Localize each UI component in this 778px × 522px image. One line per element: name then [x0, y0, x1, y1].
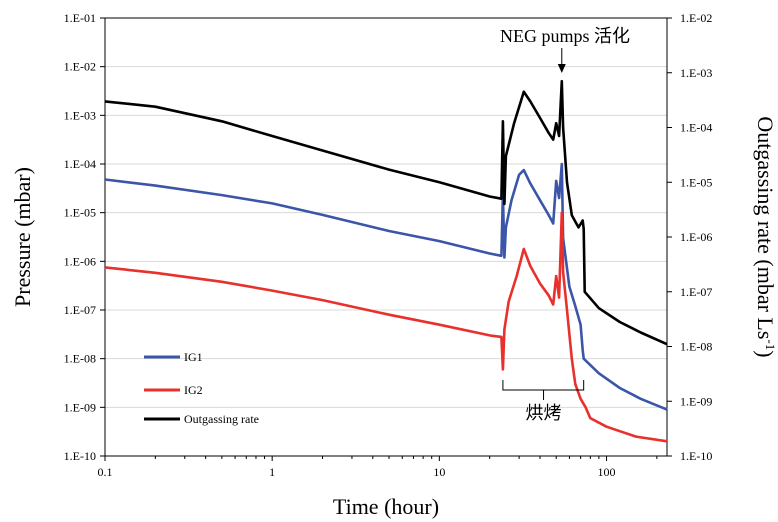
- y-left-tick-label: 1.E-06: [64, 254, 96, 268]
- y-right-tick-label: 1.E-02: [680, 11, 712, 25]
- y-left-tick-label: 1.E-05: [64, 206, 96, 220]
- right-axis-title-sup: -1: [763, 339, 778, 350]
- tick-marks: [100, 17, 672, 461]
- y-left-tick-label: 1.E-07: [64, 303, 96, 317]
- neg-pumps-label: NEG pumps 活化: [500, 26, 630, 46]
- y-left-tick-label: 1.E-09: [64, 400, 96, 414]
- series-ig2: [104, 211, 668, 443]
- bake-label: 烘烤: [526, 403, 562, 423]
- series-ig1: [104, 162, 668, 411]
- y-left-tick-label: 1.E-04: [64, 157, 96, 171]
- y-left-tick-label: 1.E-03: [64, 108, 96, 122]
- y-right-tick-label: 1.E-06: [680, 230, 712, 244]
- y-right-tick-label: 1.E-09: [680, 394, 712, 408]
- y-right-tick-label: 1.E-08: [680, 340, 712, 354]
- right-axis-title: Outgassing rate (mbar Ls-1): [753, 116, 778, 357]
- x-tick-label: 10: [433, 465, 445, 479]
- y-left-tick-label: 1.E-02: [64, 60, 96, 74]
- x-axis-title: Time (hour): [333, 494, 439, 519]
- y-right-tick-label: 1.E-03: [680, 66, 712, 80]
- right-axis-title-main: Outgassing rate (mbar Ls: [753, 116, 778, 339]
- y-left-tick-label: 1.E-01: [64, 11, 96, 25]
- y-right-tick-label: 1.E-04: [680, 121, 712, 135]
- y-left-tick-label: 1.E-10: [64, 449, 96, 463]
- legend-label-ig1: IG1: [184, 350, 203, 364]
- neg-arrow-head: [557, 64, 566, 73]
- legend: IG1 IG2 Outgassing rate: [144, 350, 259, 426]
- x-tick-label: 1: [269, 465, 275, 479]
- annotations: NEG pumps 活化 烘烤: [500, 26, 630, 423]
- right-axis-title-close: ): [753, 350, 778, 357]
- tick-labels: 0.1 1 10 100 1.E-01 1.E-02 1.E-03 1.E-04 1.E-05 1…: [64, 11, 713, 479]
- series-outgassing: [104, 79, 668, 346]
- legend-label-outgassing: Outgassing rate: [184, 412, 259, 426]
- series-layer: [104, 79, 668, 443]
- y-right-tick-label: 1.E-10: [680, 449, 712, 463]
- left-axis-title: Pressure (mbar): [10, 167, 35, 307]
- y-right-tick-label: 1.E-07: [680, 285, 712, 299]
- y-left-tick-label: 1.E-08: [64, 352, 96, 366]
- y-right-tick-label: 1.E-05: [680, 175, 712, 189]
- x-tick-label: 100: [598, 465, 616, 479]
- legend-label-ig2: IG2: [184, 383, 203, 397]
- x-tick-label: 0.1: [98, 465, 113, 479]
- bake-bracket: [502, 380, 585, 400]
